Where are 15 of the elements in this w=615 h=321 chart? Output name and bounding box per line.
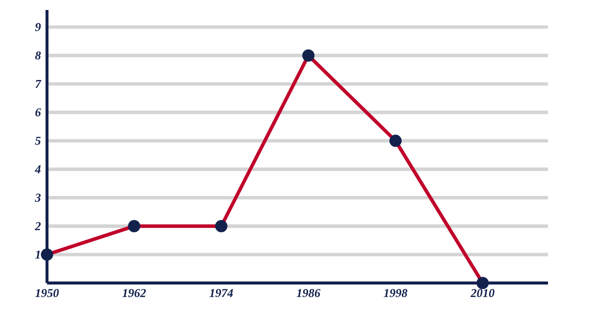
y-tick-label: 5 [35,136,41,145]
x-tick-label: 1998 [384,289,408,298]
y-tick-label: 6 [35,108,41,116]
y-tick-label: 3 [34,194,41,202]
y-tick-label: 7 [35,80,42,88]
y-tick-label: 8 [35,51,41,60]
x-tick-label: 1986 [296,289,320,298]
y-tick-label: 1 [35,250,40,259]
x-tick-label: 1974 [210,289,233,298]
y-tick-label: 4 [34,165,41,174]
y-tick-label: 2 [34,222,41,230]
y-tick-label: 9 [35,23,41,32]
x-tick-label: 1962 [122,289,146,298]
x-tick-label: 1950 [35,289,59,298]
x-tick-label: 2010 [470,289,494,298]
